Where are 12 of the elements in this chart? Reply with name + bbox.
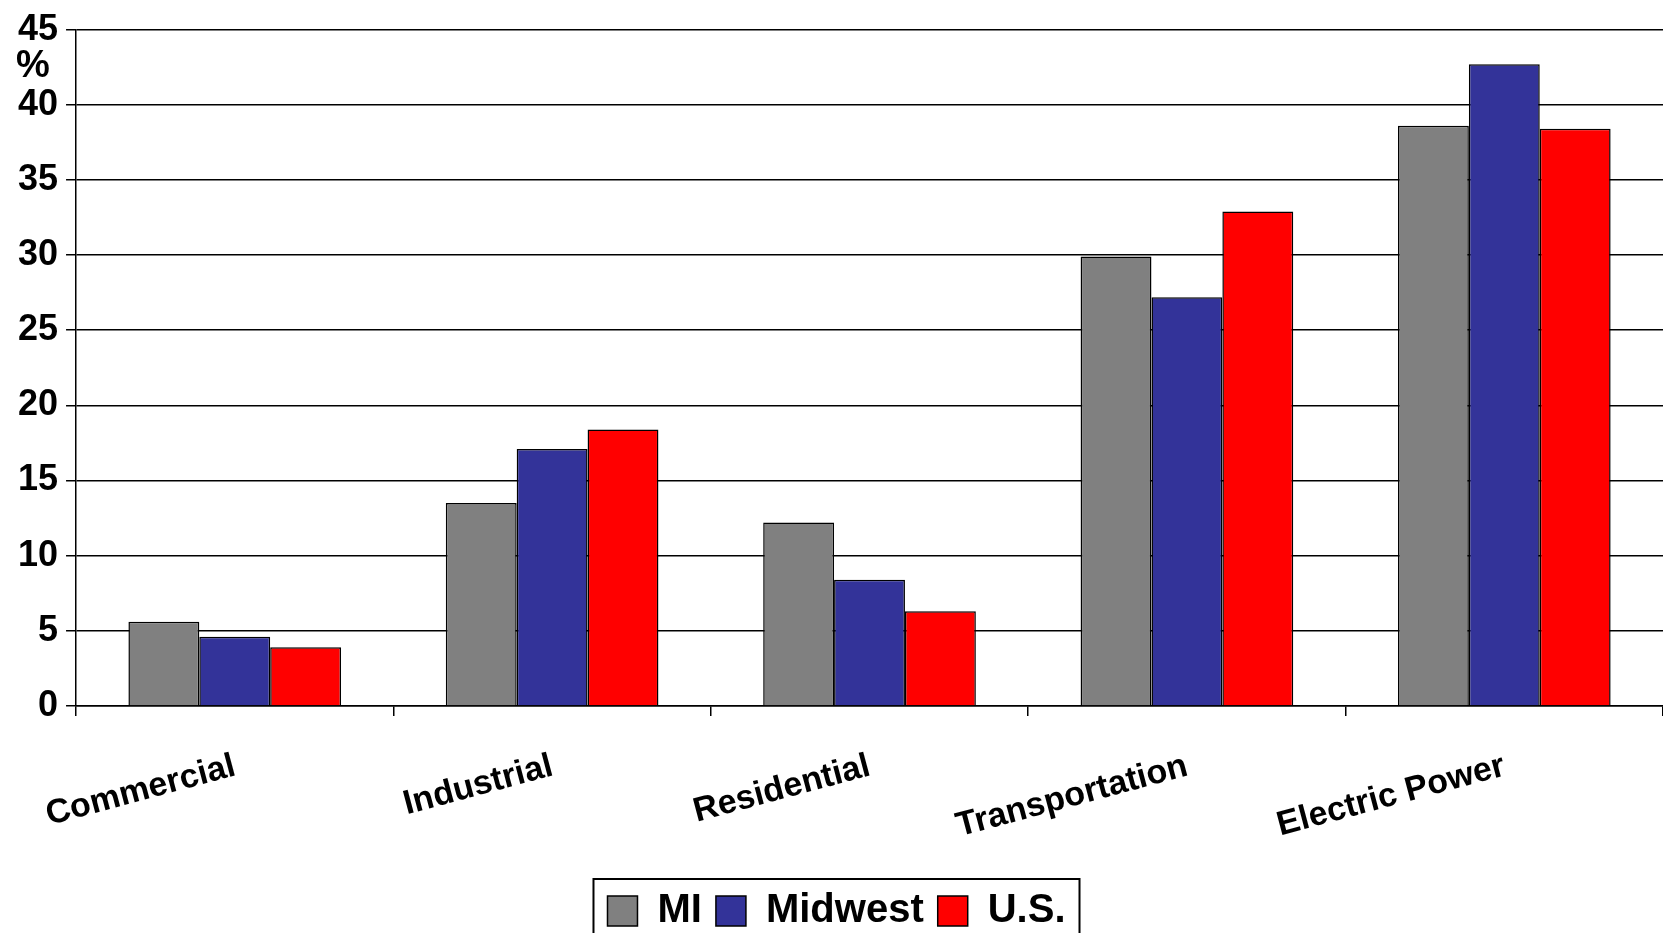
- y-tick-label: 20: [18, 382, 59, 424]
- y-tick-label: 5: [38, 607, 59, 649]
- y-tick-label: 35: [18, 156, 59, 198]
- y-tick-label: 15: [18, 457, 59, 499]
- y-tick-label: 30: [18, 231, 59, 273]
- y-tick-label: 25: [18, 307, 59, 349]
- legend-label: Midwest: [765, 886, 924, 931]
- legend-label: U.S.: [987, 886, 1066, 931]
- y-tick-label: 0: [38, 682, 59, 724]
- x-tick-label: Electric Power: [1272, 744, 1509, 843]
- y-tick-label: 10: [18, 532, 59, 574]
- legend-label: MI: [657, 886, 702, 931]
